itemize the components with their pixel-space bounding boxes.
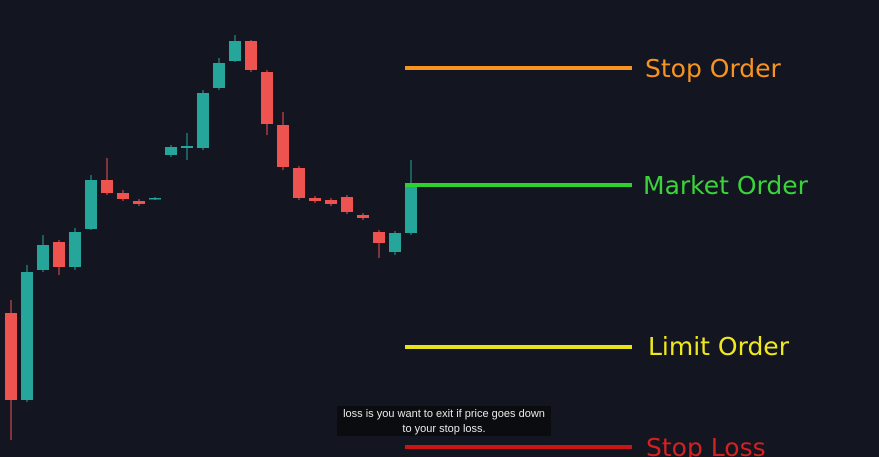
market-order-label: Market Order: [643, 171, 809, 200]
candle-body: [165, 147, 177, 155]
candle-body: [117, 193, 129, 199]
limit-order-label: Limit Order: [648, 332, 790, 361]
candle-body: [261, 72, 273, 124]
candle-body: [5, 313, 17, 400]
candle-body: [229, 41, 241, 61]
candle-body: [277, 125, 289, 167]
candles: [5, 35, 417, 440]
candle-body: [245, 41, 257, 70]
candle-body: [293, 168, 305, 198]
candle-body: [309, 198, 321, 201]
candle-body: [85, 180, 97, 229]
candle-body: [101, 180, 113, 193]
candle-body: [37, 245, 49, 270]
candle-body: [389, 233, 401, 252]
candle-body: [405, 184, 417, 233]
caption-box: [337, 406, 551, 436]
candle-body: [213, 63, 225, 88]
candle-body: [149, 198, 161, 200]
candle-body: [357, 215, 369, 218]
candle-body: [181, 146, 193, 148]
candle-body: [21, 272, 33, 400]
candle-body: [373, 232, 385, 243]
candle-body: [133, 201, 145, 204]
stop-order-label: Stop Order: [645, 54, 782, 83]
candle-body: [341, 197, 353, 212]
candle-body: [325, 200, 337, 204]
caption-line: loss is you want to exit if price goes d…: [343, 408, 545, 420]
stop-loss-label: Stop Loss: [646, 433, 766, 457]
caption-line: to your stop loss.: [402, 423, 485, 435]
candle-body: [53, 242, 65, 267]
candle-body: [197, 93, 209, 148]
candle-body: [69, 232, 81, 267]
